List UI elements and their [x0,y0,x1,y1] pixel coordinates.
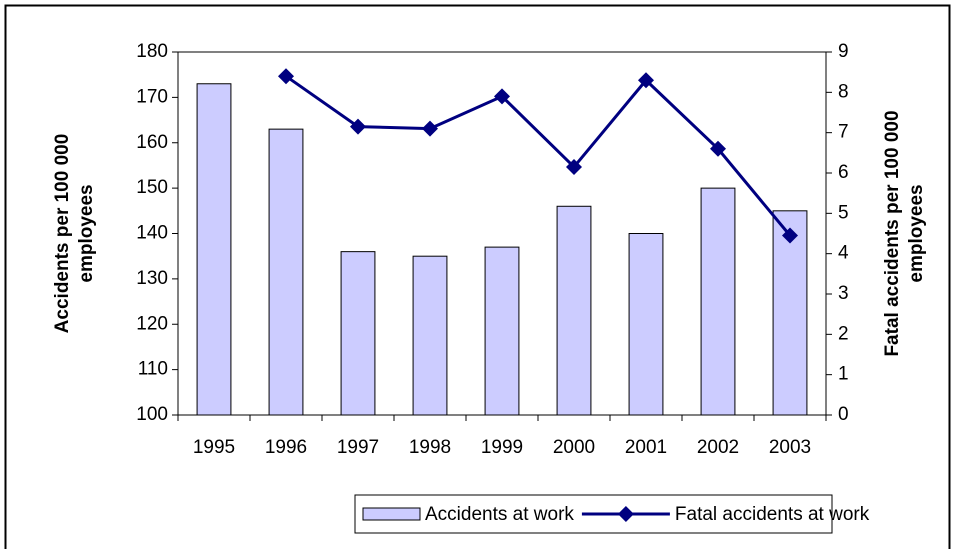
y-tick-label: 160 [136,132,168,153]
y-tick-label: 110 [138,359,168,380]
line-marker [350,118,366,135]
line-marker [638,72,654,89]
x-tick-label: 2001 [625,437,667,458]
bar [268,128,304,416]
y-tick-label: 180 [136,41,168,62]
bar [196,83,232,416]
legend-label: Accidents at work [425,504,574,525]
y2-tick-label: 2 [838,323,849,344]
x-tick-label: 1996 [265,437,307,458]
y2-axis-title-line: Fatal accidents per 100 000 [882,110,903,356]
bar [556,205,592,416]
bar [772,210,808,416]
bar [700,187,736,416]
bar [628,233,664,416]
legend-marker [617,506,634,522]
line-marker [710,140,726,157]
x-tick-label: 1998 [409,437,451,458]
y2-tick-label: 1 [838,364,849,385]
y-axis-title: Accidents per 100 000 employees [52,134,97,334]
y2-tick-label: 4 [838,243,849,264]
y-tick-label: 130 [136,268,168,289]
legend-swatch [362,507,421,521]
bar [484,246,520,416]
line-marker [566,158,582,175]
y-axis-title-line: employees [76,184,97,282]
x-tick-label: 1999 [481,437,523,458]
y2-axis-title: Fatal accidents per 100 000 employees [882,110,927,356]
line-marker [782,227,798,244]
x-tick-label: 1995 [193,437,235,458]
y-axis-title-line: Accidents per 100 000 [52,134,73,334]
bar [340,251,376,416]
y-tick-label: 100 [136,404,168,425]
y2-tick-label: 0 [838,404,849,425]
line-marker [422,120,438,137]
x-tick-label: 2000 [553,437,595,458]
y-tick-label: 140 [136,223,168,244]
y2-tick-label: 9 [838,41,849,62]
y2-tick-label: 6 [838,162,849,183]
y2-axis-title-line: employees [906,184,927,282]
y2-tick-label: 3 [838,283,849,304]
y2-tick-label: 5 [838,202,849,223]
bar [412,255,448,416]
line-marker [494,88,510,105]
y-tick-label: 150 [136,177,168,198]
x-tick-label: 2002 [697,437,739,458]
y2-tick-label: 7 [838,122,849,143]
y2-tick-label: 8 [838,81,849,102]
legend-label: Fatal accidents at work [675,504,870,525]
line-marker [278,68,294,85]
x-tick-label: 2003 [769,437,811,458]
y-tick-label: 170 [136,86,168,107]
line [285,74,792,237]
x-tick-label: 1997 [337,437,379,458]
y-tick-label: 120 [136,313,168,334]
